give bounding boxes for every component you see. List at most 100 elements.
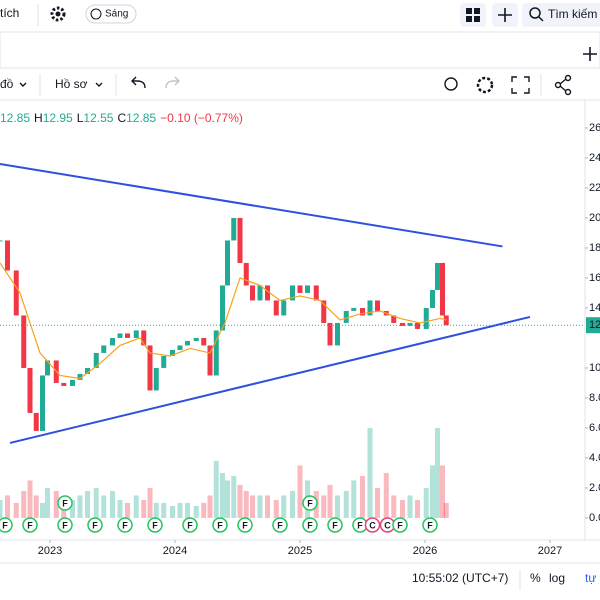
volume-bar — [40, 502, 45, 518]
event-marker — [327, 517, 343, 533]
volume-bar — [133, 495, 139, 518]
event-label: F — [217, 520, 223, 530]
trend-line — [9, 315, 531, 444]
candle — [110, 337, 115, 346]
event-label: F — [62, 498, 68, 508]
volume-bar — [273, 499, 279, 518]
volume-bar — [177, 502, 183, 518]
theme-label: Sáng — [105, 9, 128, 20]
volume-bar — [360, 475, 365, 518]
layout-icon — [466, 8, 480, 22]
candle — [343, 310, 349, 323]
layout-button[interactable] — [460, 3, 486, 27]
ohlc-legend: 12.85 H12.95 L12.55 C12.85 −0.10 (−0.77%) — [0, 111, 243, 125]
volume-bar — [250, 495, 255, 518]
candle — [290, 285, 295, 301]
y-tick-label: 6.0 — [589, 422, 600, 434]
left-text[interactable]: tích — [0, 6, 19, 20]
candle — [351, 307, 357, 311]
search-placeholder: Tìm kiếm — [548, 7, 597, 21]
candle — [170, 349, 175, 356]
volume-bar — [391, 495, 397, 518]
candle — [117, 333, 123, 338]
event-marker — [182, 517, 198, 533]
x-tick-label: 2025 — [288, 545, 312, 557]
volume-bar — [243, 490, 249, 518]
legend-label: C — [117, 111, 126, 125]
event-marker — [22, 517, 38, 533]
volume-bar — [33, 495, 39, 518]
open-value: 12.85 — [0, 111, 30, 125]
candle — [231, 217, 237, 241]
legend-label: H — [34, 111, 43, 125]
chart-menu[interactable]: đồ — [0, 77, 14, 91]
volume-bar — [147, 487, 153, 518]
candle — [125, 333, 130, 338]
fullscreen[interactable] — [511, 76, 530, 94]
auto-toggle[interactable]: tự đ — [585, 571, 600, 585]
share-icon[interactable] — [554, 74, 572, 96]
undo[interactable] — [131, 76, 146, 89]
clock: 10:55:02 (UTC+7) — [412, 571, 508, 585]
volume-bar — [430, 465, 435, 518]
candle — [225, 240, 230, 286]
volume-bar — [435, 427, 440, 518]
y-tick-label: 26 — [589, 122, 600, 134]
volume-bar — [281, 495, 287, 518]
candle — [443, 315, 449, 326]
event-marker — [87, 517, 103, 533]
candle — [201, 337, 207, 346]
volume-bar — [117, 499, 123, 518]
volume-bar — [220, 472, 225, 518]
y-tick-label: 20 — [589, 212, 600, 224]
profile-menu[interactable]: Hồ sơ — [55, 77, 88, 91]
chart-settings[interactable] — [476, 76, 494, 94]
volume-bar — [265, 495, 270, 518]
candle — [415, 322, 420, 329]
alert-icon[interactable] — [444, 77, 458, 91]
x-tick-label: 2024 — [163, 545, 187, 557]
gear-hub — [55, 11, 61, 17]
event-label: F — [27, 520, 33, 530]
candle — [297, 285, 303, 293]
volume-bar — [125, 502, 130, 518]
candle — [435, 262, 440, 290]
volume-bar — [257, 495, 263, 518]
event-marker — [117, 517, 133, 533]
candle — [375, 300, 380, 311]
candle — [93, 352, 99, 368]
y-tick-label: 8.0 — [589, 392, 600, 404]
candle — [360, 307, 365, 316]
event-label: C — [384, 520, 391, 530]
settings-icon[interactable] — [50, 6, 66, 22]
event-marker — [392, 517, 408, 533]
volume-bar — [70, 499, 75, 518]
candle — [391, 315, 397, 323]
search-box[interactable] — [522, 3, 600, 27]
candle — [207, 345, 213, 376]
candle — [430, 289, 435, 308]
candle — [440, 262, 445, 316]
candle — [77, 373, 83, 380]
volume-bar — [237, 484, 243, 518]
volume-bar — [415, 499, 420, 518]
candle — [70, 379, 75, 386]
event-label: F — [427, 520, 433, 530]
x-tick-label: 2027 — [538, 545, 562, 557]
candle — [243, 262, 249, 286]
candle — [13, 270, 19, 316]
event-label: F — [277, 520, 283, 530]
plot: 26 24 22 20 18 16 14 10 8.0 6.0 4.0 2.0 0.0 2023 2024 2… — [0, 122, 600, 557]
log-toggle[interactable]: log — [549, 571, 565, 585]
percent-toggle[interactable]: % — [530, 571, 541, 585]
candle — [61, 382, 67, 386]
redo[interactable] — [165, 76, 180, 89]
y-tick-label: 14 — [589, 302, 600, 314]
event-label: F — [307, 520, 313, 530]
candle — [313, 285, 319, 301]
candle — [281, 300, 287, 316]
event-marker — [364, 517, 381, 533]
event-marker — [272, 517, 288, 533]
volume-bar — [85, 490, 90, 518]
new-tab[interactable] — [583, 47, 597, 61]
